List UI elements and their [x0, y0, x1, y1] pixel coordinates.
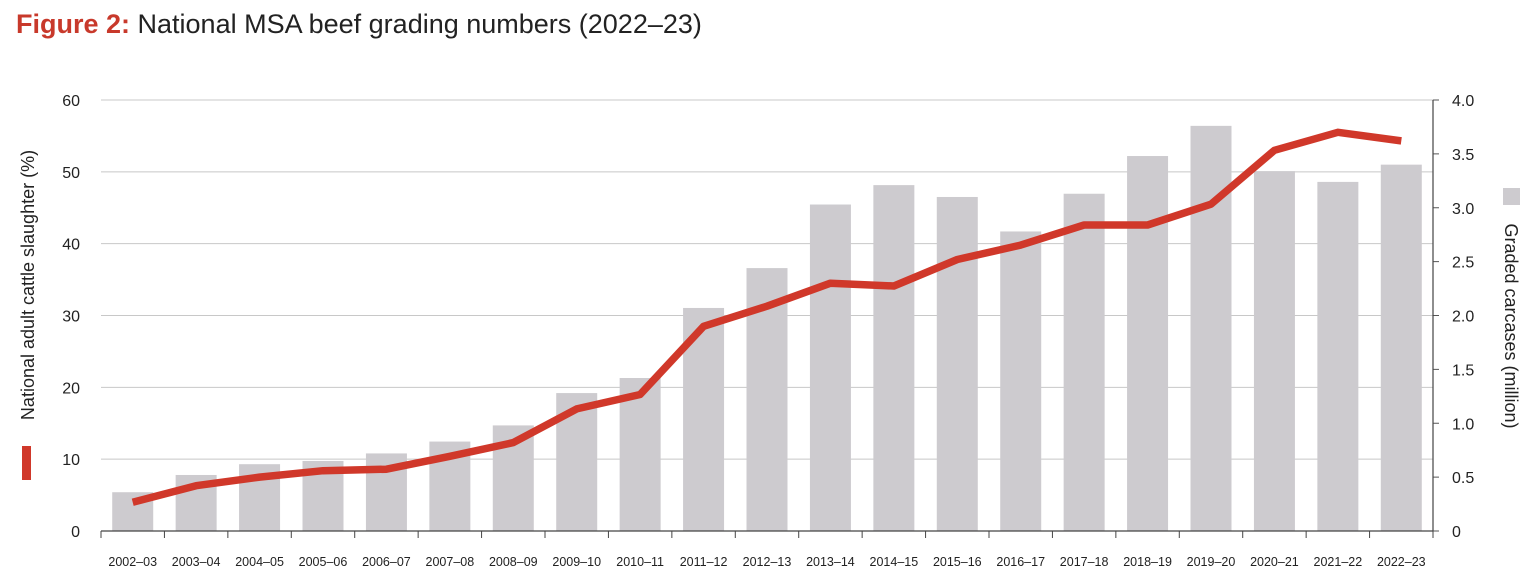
x-tick-label: 2013–14: [806, 555, 855, 569]
y-left-tick-label: 30: [62, 309, 80, 326]
x-tick-label: 2005–06: [299, 555, 348, 569]
y-right-axis-title: Graded carcases (million): [1501, 223, 1521, 428]
x-tick-label: 2019–20: [1187, 555, 1236, 569]
x-tick-label: 2008–09: [489, 555, 538, 569]
x-tick-label: 2004–05: [235, 555, 284, 569]
x-tick-label: 2006–07: [362, 555, 411, 569]
y-left-tick-label: 20: [62, 380, 80, 397]
x-tick-label: 2014–15: [870, 555, 919, 569]
y-right-tick-label: 0.5: [1452, 470, 1474, 487]
x-tick-label: 2010–11: [616, 555, 664, 569]
x-tick-label: 2007–08: [426, 555, 475, 569]
y-right-tick-label: 1.5: [1452, 362, 1474, 379]
bar: [1380, 164, 1422, 531]
y-right-tick-label: 3.5: [1452, 147, 1474, 164]
x-tick-label: 2018–19: [1123, 555, 1172, 569]
x-tick-label: 2003–04: [172, 555, 221, 569]
slaughter-line: [131, 128, 1402, 506]
bar: [809, 204, 851, 531]
y-left-tick-label: 50: [62, 165, 80, 182]
bar: [873, 185, 915, 531]
y-right-tick-label: 2.5: [1452, 255, 1474, 272]
y-left-tick-label: 40: [62, 237, 80, 254]
y-right-tick-label: 0: [1452, 524, 1461, 541]
y-left-tick-label: 60: [62, 93, 80, 110]
y-left-tick-label: 0: [71, 524, 80, 541]
bar: [1063, 193, 1105, 531]
bar: [1253, 171, 1295, 532]
bar: [619, 377, 661, 531]
bar: [1190, 125, 1232, 532]
x-tick-label: 2002–03: [108, 555, 157, 569]
x-tick-label: 2011–12: [680, 555, 728, 569]
x-tick-label: 2022–23: [1377, 555, 1426, 569]
line-series: [131, 128, 1402, 506]
y-right-tick-label: 1.0: [1452, 416, 1474, 433]
y-left-axis-title: National adult cattle slaughter (%): [18, 150, 38, 420]
y-right-tick-label: 4.0: [1452, 93, 1474, 110]
x-tick-label: 2020–21: [1250, 555, 1299, 569]
axes: [100, 99, 1439, 538]
y-left-tick-label: 10: [62, 452, 80, 469]
figure-label: Figure 2:: [16, 9, 131, 39]
y-right-tick-label: 3.0: [1452, 201, 1474, 218]
bar: [1127, 156, 1169, 531]
axis-labels: 0 10 20 30 40 50 60 0 0.5 1.0 1.5 2.0 2.5 3.0 3.5 4.0 20…: [18, 93, 1521, 569]
x-tick-label: 2016–17: [996, 555, 1045, 569]
line-legend-swatch: [22, 446, 31, 480]
figure-caption: National MSA beef grading numbers (2022–…: [137, 9, 702, 39]
x-tick-label: 2015–16: [933, 555, 982, 569]
y-right-tick-label: 2.0: [1452, 309, 1474, 326]
bar: [1317, 181, 1359, 531]
bars: [112, 125, 1422, 532]
chart-title: Figure 2: National MSA beef grading numb…: [16, 6, 702, 42]
x-tick-label: 2012–13: [743, 555, 792, 569]
bar-legend-swatch: [1503, 188, 1520, 205]
x-tick-label: 2021–22: [1314, 555, 1363, 569]
x-tick-label: 2009–10: [552, 555, 601, 569]
bar: [1000, 231, 1042, 531]
bar: [936, 196, 978, 531]
x-tick-label: 2017–18: [1060, 555, 1109, 569]
